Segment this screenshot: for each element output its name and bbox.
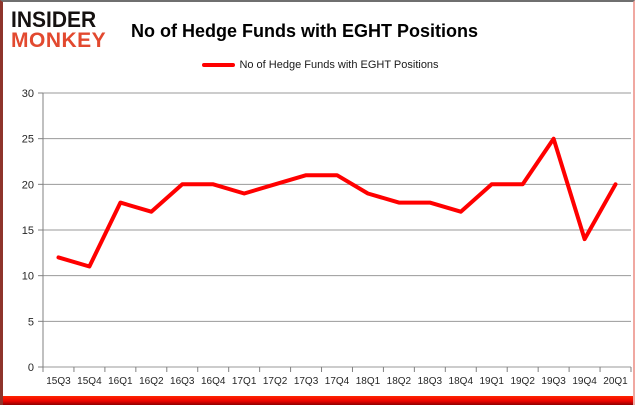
legend-label: No of Hedge Funds with EGHT Positions: [239, 59, 439, 71]
y-axis-label: 5: [28, 316, 34, 328]
x-axis-label: 17Q2: [263, 376, 288, 387]
legend-line-swatch: [202, 63, 236, 67]
x-axis-label: 17Q4: [325, 376, 350, 387]
y-axis-label: 25: [22, 134, 34, 146]
y-axis-label: 20: [22, 179, 34, 191]
data-line-series: [56, 136, 618, 269]
x-axis-label: 20Q1: [603, 376, 628, 387]
y-axis-label: 30: [22, 88, 34, 100]
x-axis-label: 19Q2: [510, 376, 535, 387]
x-axis-label: 18Q3: [418, 376, 443, 387]
x-axis-label: 16Q2: [139, 376, 164, 387]
y-axis-label: 0: [28, 362, 34, 374]
logo-text-monkey: MONKEY: [11, 29, 107, 52]
x-axis-label: 19Q1: [480, 376, 505, 387]
chart-canvas: 0 5 10 15 20 25 30 15Q3 15Q4 16Q1 16Q2 16Q3 16Q4 17Q1…: [22, 88, 632, 387]
line-chart: 0 5 10 15 20 25 30 15Q3 15Q4 16Q1 16Q2 16Q3 16Q4 17Q1…: [3, 82, 633, 402]
logo-text-insider: INSIDER: [11, 7, 97, 33]
bottom-red-bar: [3, 396, 633, 405]
x-axis-label: 17Q3: [294, 376, 319, 387]
legend: No of Hedge Funds with EGHT Positions: [3, 59, 633, 71]
x-axis-label: 15Q4: [77, 376, 102, 387]
x-axis-label: 16Q3: [170, 376, 195, 387]
x-axis-label: 18Q4: [449, 376, 474, 387]
x-axis-label: 17Q1: [232, 376, 257, 387]
x-axis-label: 18Q2: [387, 376, 412, 387]
y-axis-label: 10: [22, 271, 34, 283]
x-axis-label: 18Q1: [356, 376, 381, 387]
insider-monkey-logo: INSIDER MONKEY: [11, 9, 121, 51]
y-axis-label: 15: [22, 225, 34, 237]
chart-header: INSIDER MONKEY No of Hedge Funds with EG…: [11, 9, 625, 51]
x-axis-label: 15Q3: [46, 376, 71, 387]
x-axis-label: 19Q4: [572, 376, 597, 387]
x-axis-label: 16Q4: [201, 376, 226, 387]
x-axis-label: 16Q1: [108, 376, 133, 387]
x-axis-label: 19Q3: [541, 376, 566, 387]
chart-title: No of Hedge Funds with EGHT Positions: [131, 20, 478, 41]
